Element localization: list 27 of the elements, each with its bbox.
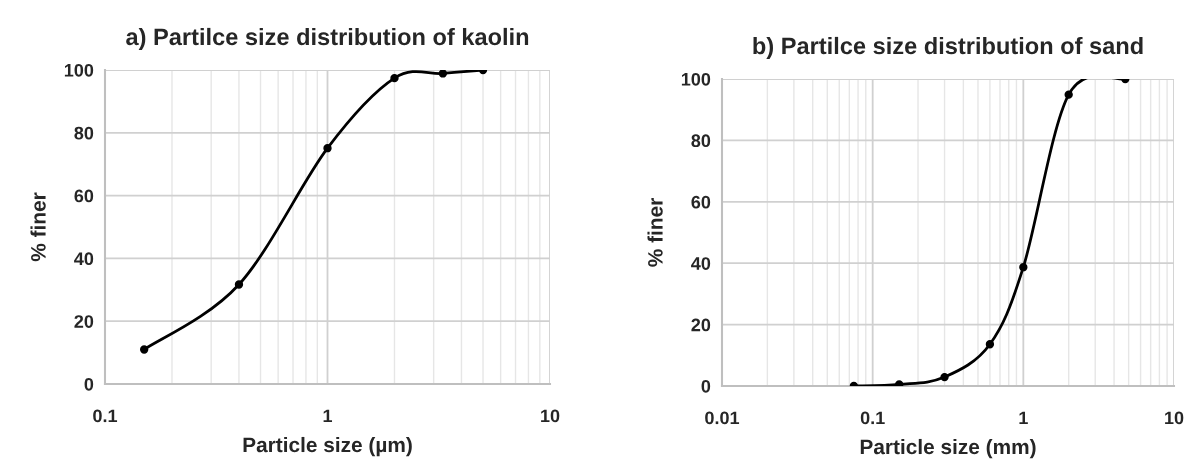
y-tick-label: 40	[74, 252, 94, 266]
y-tick-label: 100	[64, 63, 94, 77]
x-tick-label: 1	[1019, 411, 1028, 425]
y-tick-label: 20	[691, 318, 711, 332]
y-tick-label: 40	[691, 257, 711, 270]
x-tick-label: 1	[323, 409, 333, 423]
y-tick-label: 80	[74, 126, 94, 140]
chart-title: b) Partilce size distribution of sand	[753, 36, 1143, 59]
y-tick-label: 80	[691, 134, 711, 148]
x-axis-title: Particle size (µm)	[243, 436, 412, 457]
y-tick-label: 60	[691, 195, 711, 209]
x-tick-label: 0.01	[705, 411, 740, 425]
x-tick-label: 0.1	[93, 409, 118, 423]
point	[985, 340, 995, 349]
chart-title: a) Partilce size distribution of kaolin	[126, 27, 529, 50]
y-tick-label: 60	[74, 189, 94, 203]
y-tick-label: 0	[84, 377, 94, 391]
y-axis-title: % finer	[647, 198, 663, 267]
x-tick-label: 10	[541, 409, 560, 423]
x-axis-title: Particle size (mm)	[860, 438, 1036, 459]
x-tick-label: 10	[1165, 411, 1184, 425]
y-tick-label: 20	[74, 315, 94, 328]
y-tick-label: 100	[681, 72, 711, 86]
point	[940, 372, 949, 382]
y-tick-label: 0	[701, 379, 711, 393]
x-tick-label: 0.1	[860, 411, 885, 425]
y-axis-title: % finer	[30, 192, 46, 262]
